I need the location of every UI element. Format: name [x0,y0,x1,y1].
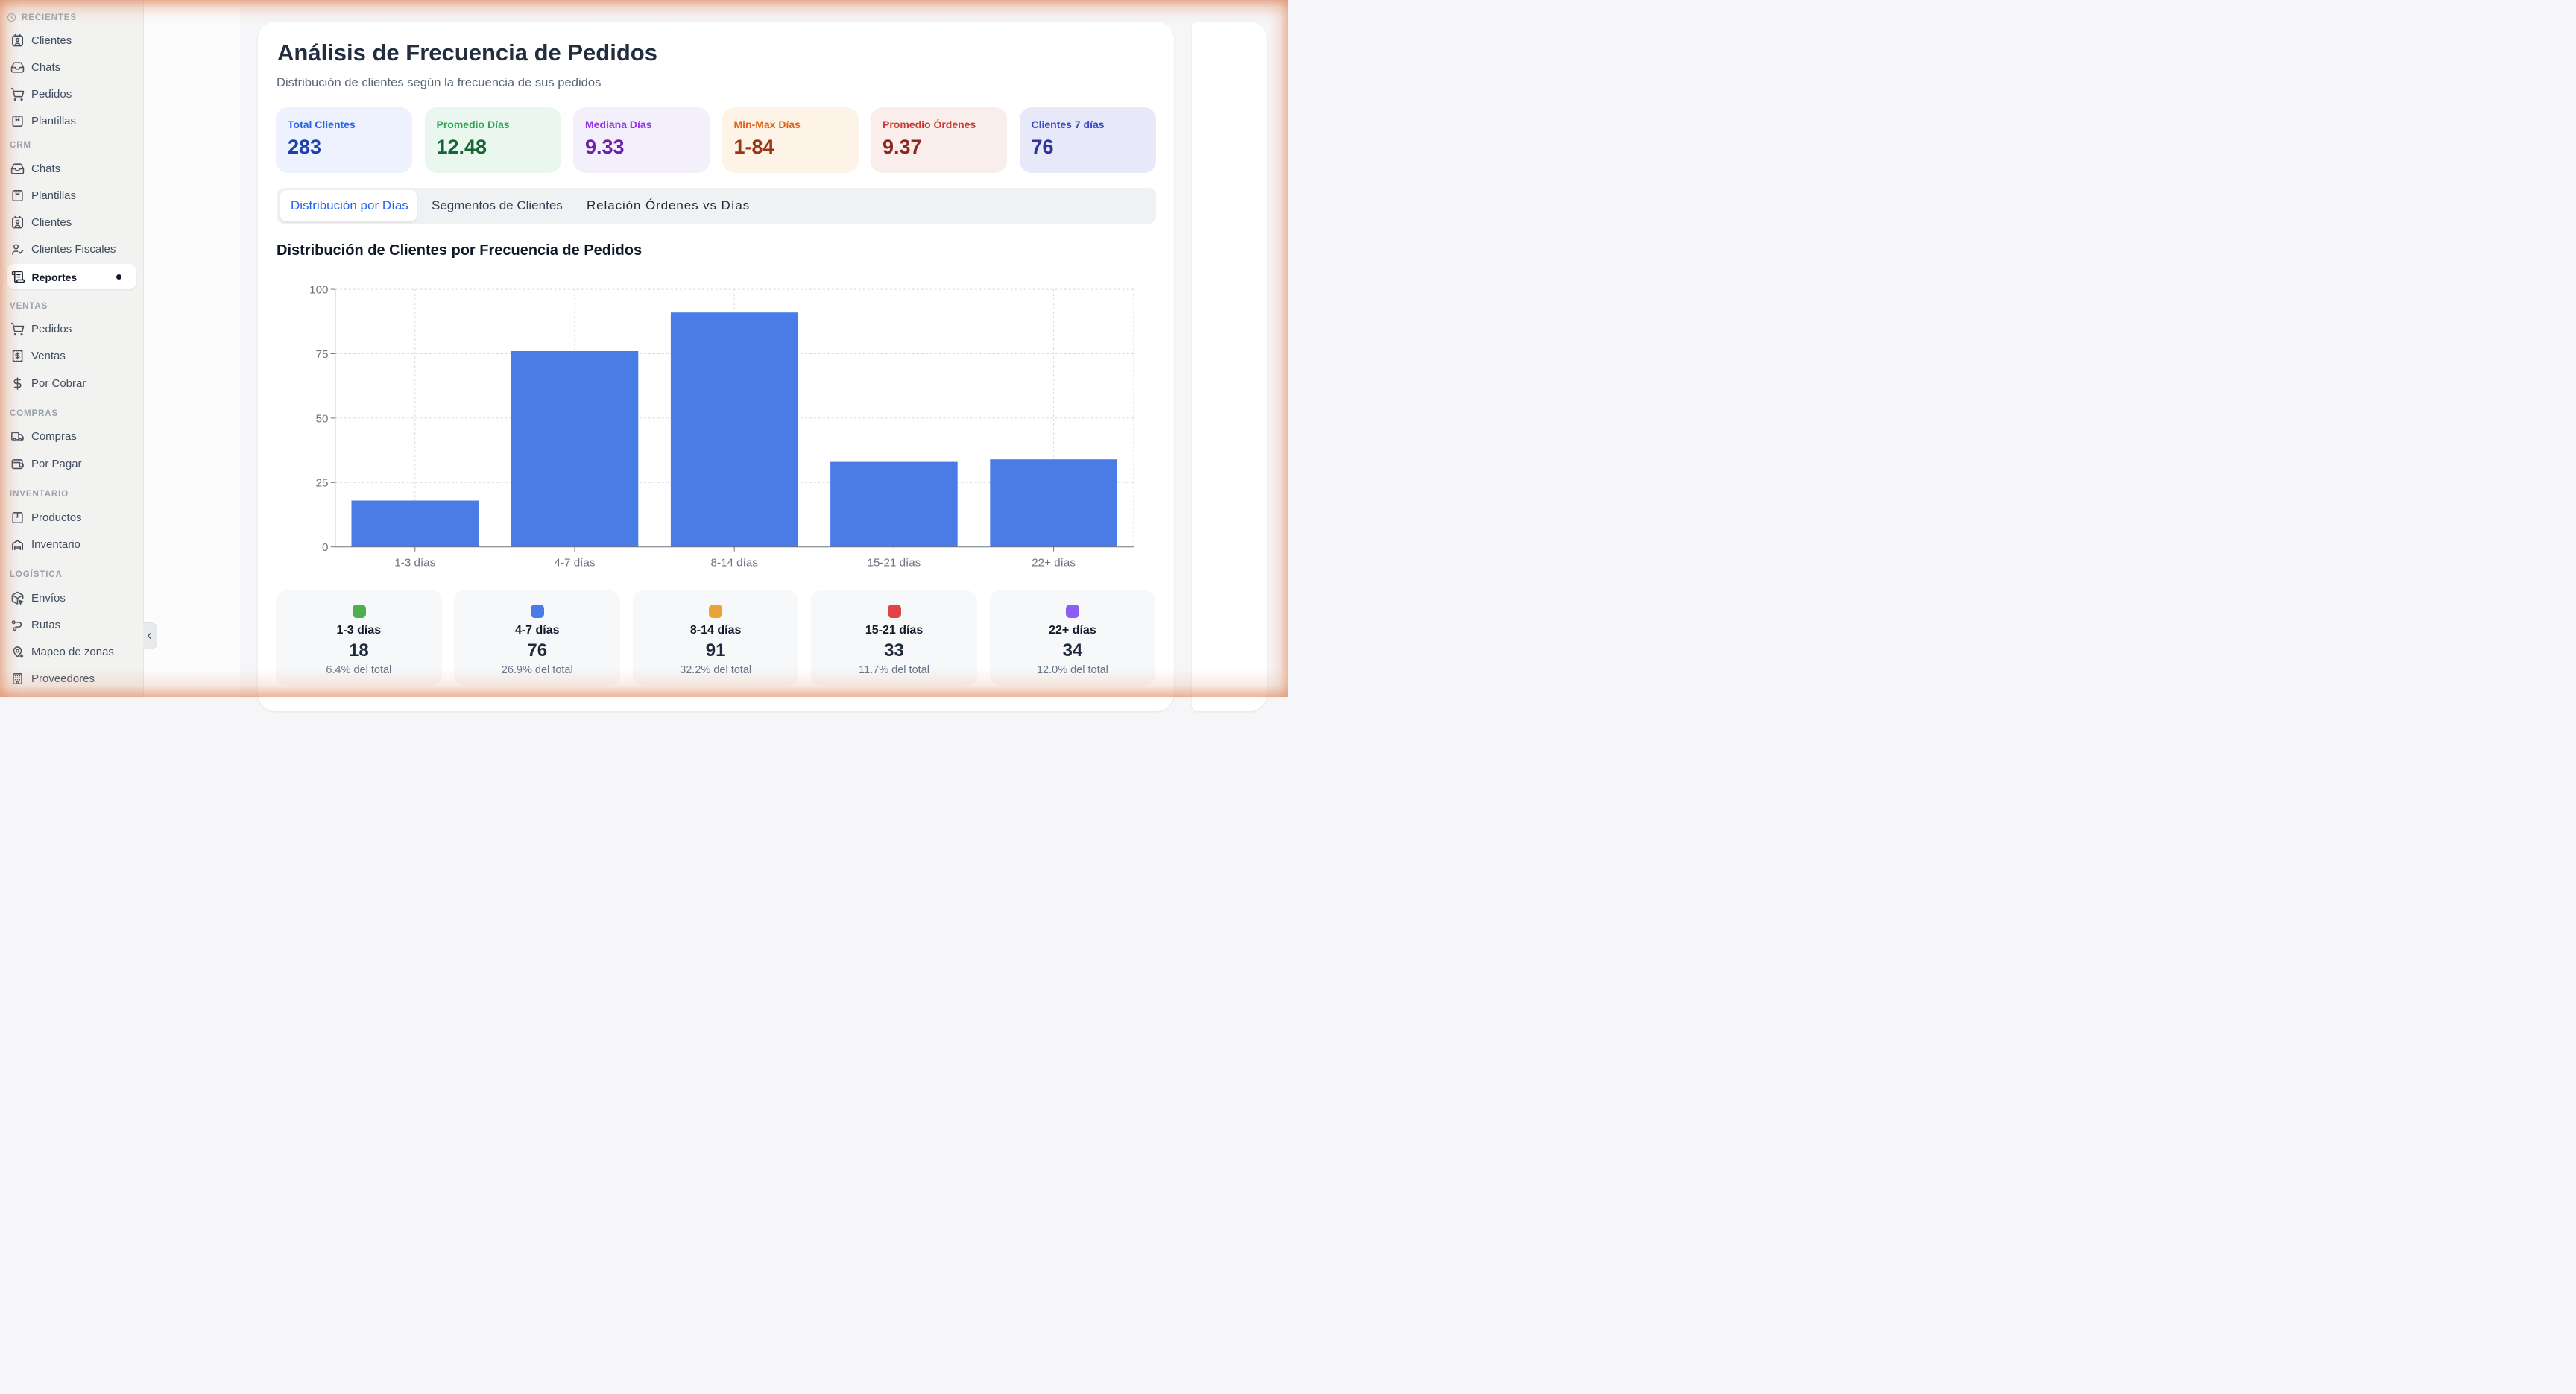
svg-text:25: 25 [316,476,329,489]
svg-text:22+ días: 22+ días [1032,556,1076,569]
svg-text:100: 100 [309,283,328,296]
svg-text:4-7 días: 4-7 días [555,556,596,569]
svg-text:15-21 días: 15-21 días [868,556,921,569]
svg-text:1-3 días: 1-3 días [394,556,435,569]
svg-text:0: 0 [322,541,328,554]
svg-text:8-14 días: 8-14 días [711,556,759,569]
svg-text:50: 50 [316,412,329,425]
svg-text:75: 75 [316,347,329,360]
